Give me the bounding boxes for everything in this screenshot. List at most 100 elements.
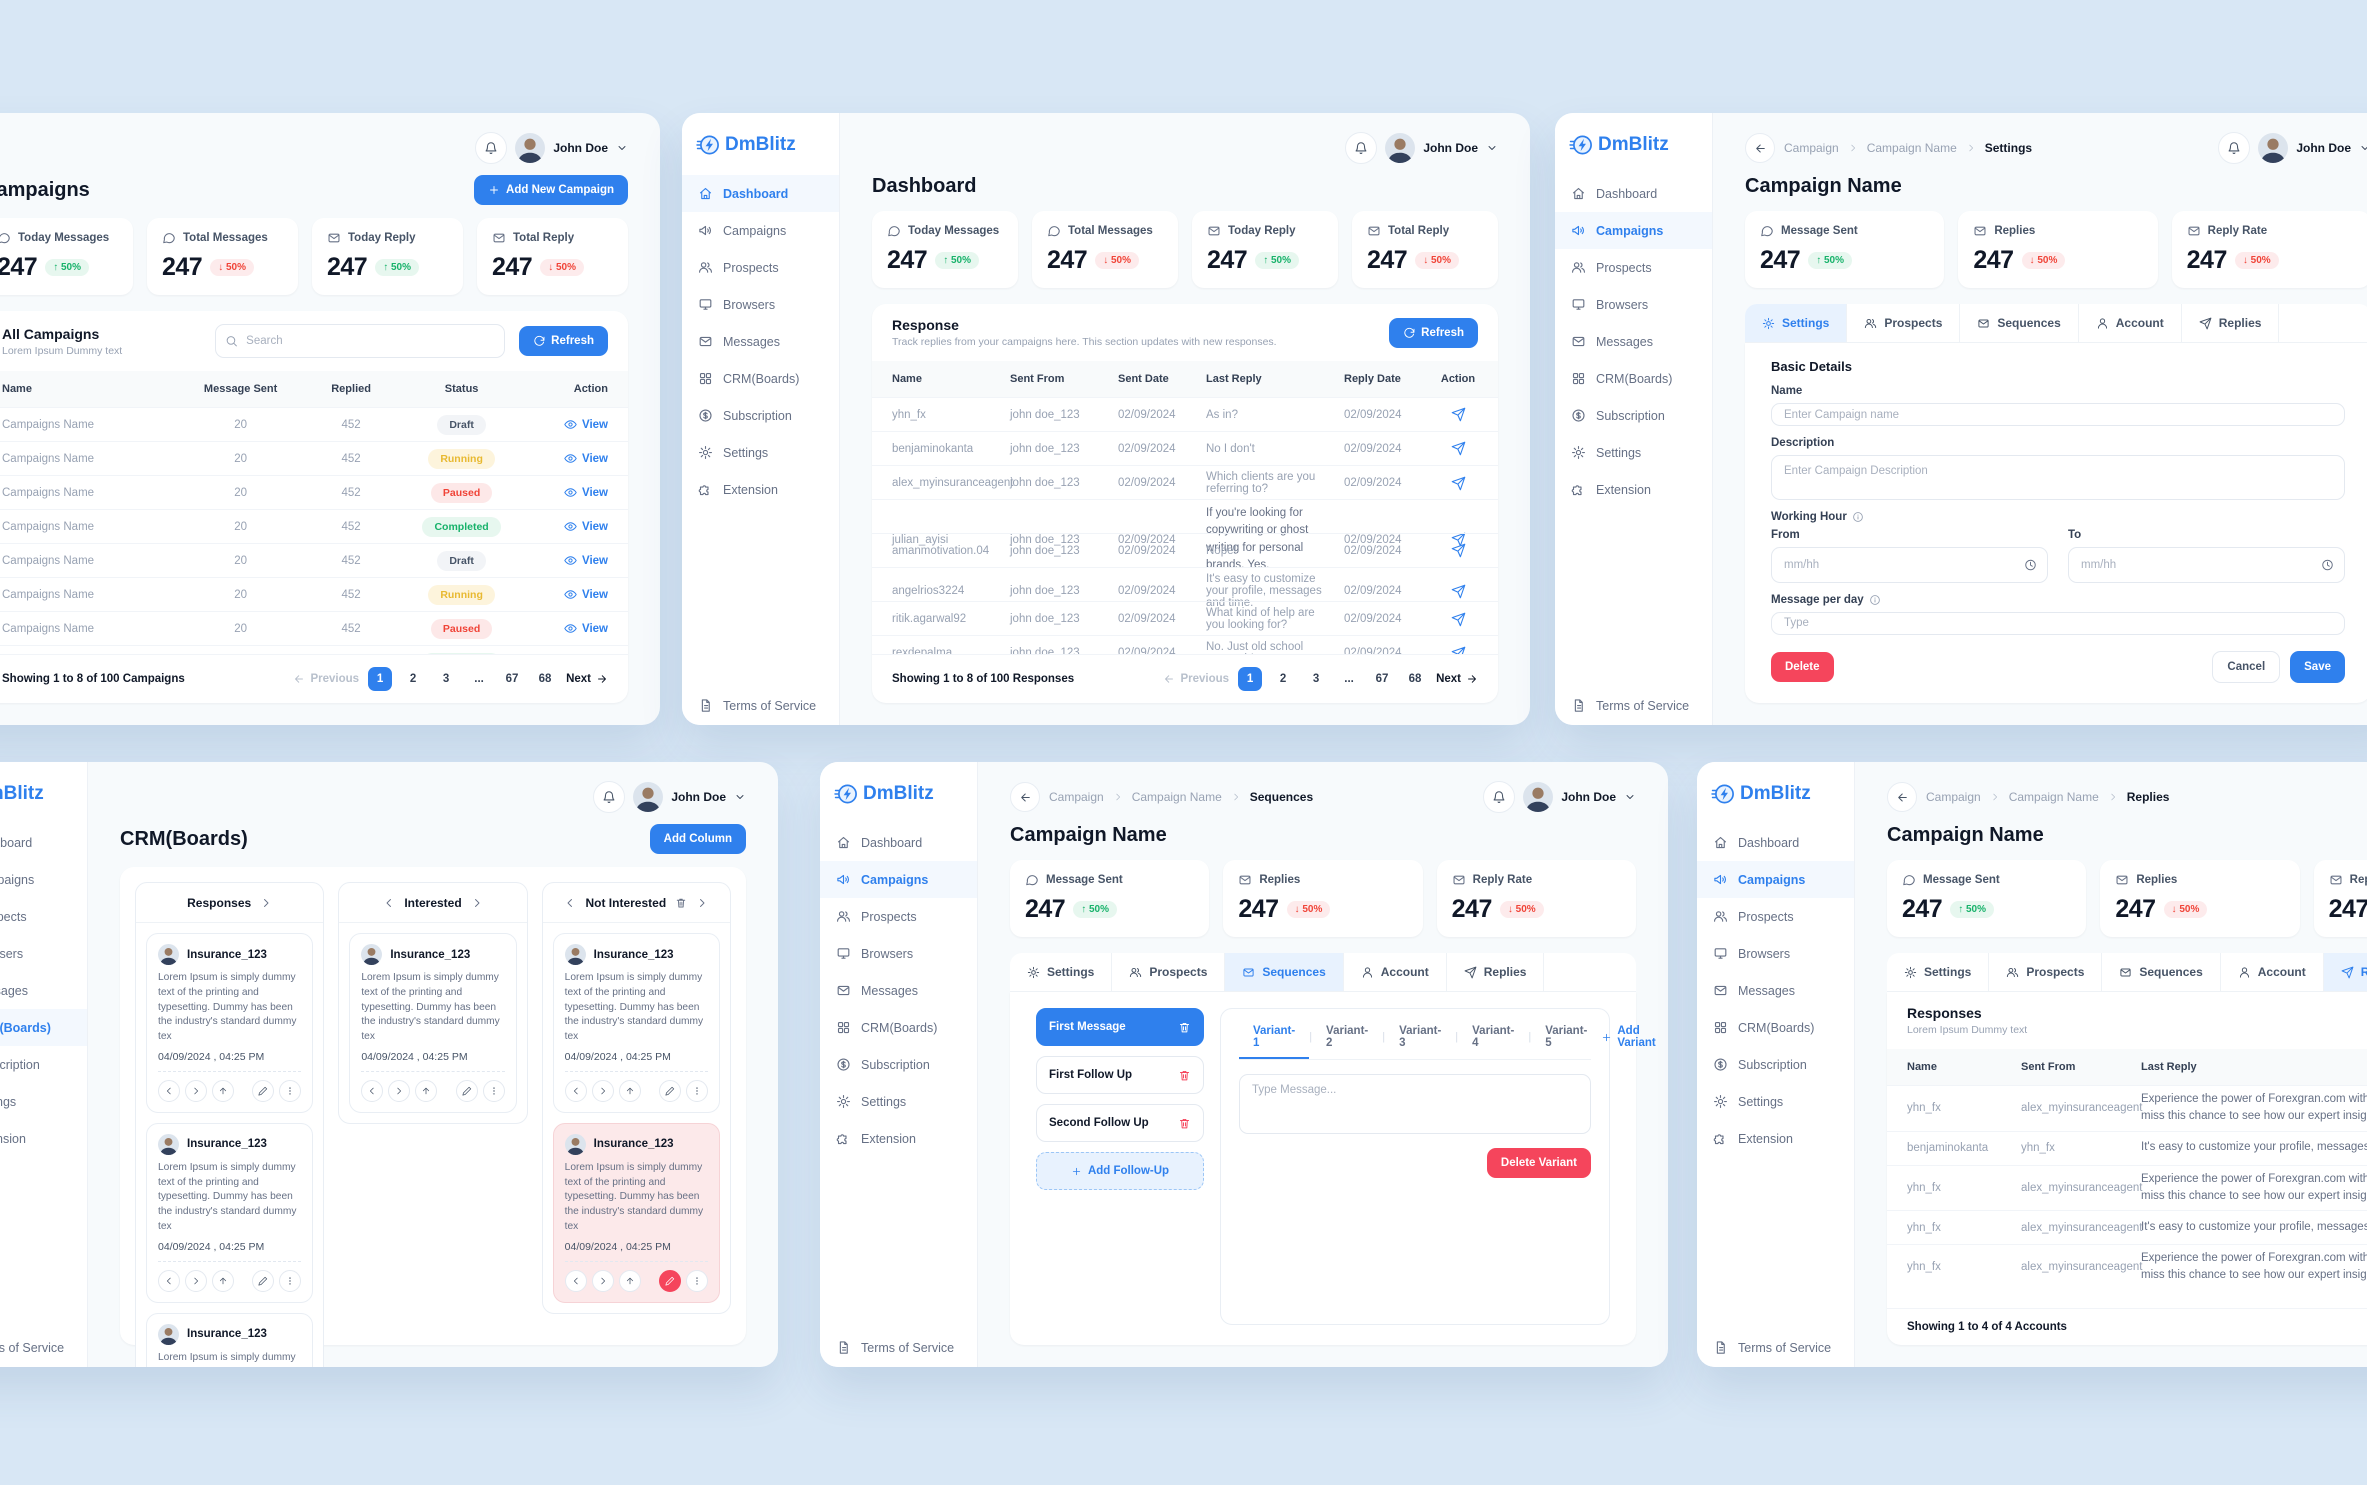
crm-card[interactable]: Insurance_123 Lorem Ipsum is simply dumm… — [146, 1312, 314, 1367]
move-left-button[interactable] — [361, 1079, 384, 1102]
sidebar-item-crm-boards[interactable]: CRM(Boards) — [1555, 360, 1712, 397]
more-button[interactable] — [685, 1079, 708, 1102]
sidebar-item-subscription[interactable]: Subscription — [0, 1057, 40, 1072]
move-up-button[interactable] — [415, 1079, 438, 1102]
page-button[interactable]: 1 — [368, 667, 393, 691]
from-time-input[interactable] — [1771, 546, 2048, 583]
sidebar-item-campaigns[interactable]: Campaigns — [1697, 861, 1854, 898]
move-up-button[interactable] — [212, 1269, 234, 1292]
tab-replies[interactable]: Replies — [2182, 304, 2280, 342]
table-row[interactable]: yhn_fx john doe_123 02/09/2024 As in? 02/09/… — [872, 397, 1498, 431]
chevron-left-icon[interactable] — [383, 897, 395, 909]
chevron-down-icon[interactable] — [616, 142, 628, 154]
chevron-right-icon[interactable] — [471, 897, 483, 909]
sidebar-item-campaigns[interactable]: Campaigns — [0, 872, 35, 887]
table-row[interactable]: yhn_fx alex_myinsuranceagent Experience th… — [1887, 1085, 2367, 1131]
sidebar-item-dashboard[interactable]: Dashboard — [0, 835, 33, 850]
move-left-button[interactable] — [158, 1269, 180, 1292]
sidebar-item-dashboard[interactable]: Dashboard — [682, 175, 839, 212]
sidebar-item-settings[interactable]: Settings — [1555, 434, 1712, 471]
avatar[interactable] — [1385, 133, 1415, 163]
move-right-button[interactable] — [591, 1269, 614, 1292]
previous-page-button[interactable]: Previous — [1163, 673, 1229, 685]
sidebar-item-messages[interactable]: Messages — [820, 972, 977, 1009]
tab-settings[interactable]: Settings — [1745, 304, 1848, 342]
page-button[interactable]: 2 — [409, 673, 417, 685]
add-follow-up-button[interactable]: Add Follow-Up — [1036, 1152, 1204, 1190]
breadcrumb-root[interactable]: Campaign — [1926, 790, 1981, 804]
back-button[interactable] — [1887, 782, 1917, 812]
tab-variant-3[interactable]: Variant-3 — [1399, 1025, 1442, 1049]
user-menu[interactable]: John Doe — [1345, 132, 1498, 164]
table-row[interactable]: Campaigns Name 20 452 Paused View — [0, 611, 628, 645]
add-column-button[interactable]: Add Column — [649, 824, 746, 854]
tab-account[interactable]: Account — [1344, 953, 1447, 991]
move-up-button[interactable] — [212, 1079, 234, 1102]
send-button[interactable] — [1438, 646, 1478, 655]
previous-page-button[interactable]: Previous — [293, 673, 359, 685]
sidebar-item-extension[interactable]: Extension — [1697, 1120, 1854, 1157]
avatar[interactable] — [1523, 782, 1553, 812]
tab-variant-4[interactable]: Variant-4 — [1472, 1025, 1515, 1049]
trash-icon[interactable] — [1178, 1117, 1191, 1130]
sidebar-item-browsers[interactable]: Browsers — [682, 286, 839, 323]
move-left-button[interactable] — [564, 1079, 587, 1102]
breadcrumb-root[interactable]: Campaign — [1049, 790, 1104, 804]
sidebar-item-crm-boards[interactable]: CRM(Boards) — [682, 360, 839, 397]
sidebar-item-browsers[interactable]: Browsers — [0, 946, 24, 961]
delete-button[interactable]: Delete — [1771, 652, 1834, 682]
refresh-button[interactable]: Refresh — [1389, 317, 1478, 348]
sidebar-item-terms[interactable]: Terms of Service — [820, 1329, 977, 1367]
tab-sequences[interactable]: Sequences — [1960, 304, 2079, 342]
view-link[interactable]: View — [526, 588, 608, 601]
sidebar-item-browsers[interactable]: Browsers — [820, 935, 977, 972]
edit-button[interactable] — [455, 1079, 478, 1102]
search-input[interactable] — [215, 324, 506, 358]
sidebar-item-prospects[interactable]: Prospects — [1555, 249, 1712, 286]
add-variant-button[interactable]: Add Variant — [1601, 1025, 1656, 1057]
tab-variant-5[interactable]: Variant-5 — [1545, 1025, 1588, 1049]
view-link[interactable]: View — [526, 520, 608, 533]
edit-button[interactable] — [658, 1079, 681, 1102]
tab-prospects[interactable]: Prospects — [1847, 304, 1961, 342]
campaign-description-input[interactable] — [1771, 455, 2345, 500]
more-button[interactable] — [279, 1079, 302, 1102]
trash-icon[interactable] — [1178, 1069, 1191, 1082]
crm-card-highlighted[interactable]: Insurance_123 Lorem Ipsum is simply dumm… — [552, 1122, 720, 1303]
page-button[interactable]: 3 — [442, 673, 450, 685]
tab-settings[interactable]: Settings — [1010, 953, 1113, 991]
sidebar-item-settings[interactable]: Settings — [1697, 1083, 1854, 1120]
more-button[interactable] — [279, 1269, 302, 1292]
view-link[interactable]: View — [526, 486, 608, 499]
user-menu[interactable]: John Doe — [475, 132, 628, 164]
tab-variant-1[interactable]: Variant-1 — [1239, 1023, 1309, 1059]
page-button[interactable]: 2 — [1279, 673, 1287, 685]
save-button[interactable]: Save — [2290, 651, 2345, 683]
page-button[interactable]: 1 — [1238, 667, 1263, 691]
send-button[interactable] — [1438, 543, 1478, 558]
table-row[interactable]: amanmotivation.04 john doe_123 02/09/2024 N… — [872, 533, 1498, 567]
chevron-down-icon[interactable] — [734, 791, 746, 803]
chevron-right-icon[interactable] — [696, 897, 708, 909]
move-up-button[interactable] — [618, 1079, 641, 1102]
chevron-right-icon[interactable] — [260, 897, 272, 909]
trash-icon[interactable] — [1178, 1021, 1191, 1034]
sidebar-item-campaigns[interactable]: Campaigns — [682, 212, 839, 249]
view-link[interactable]: View — [526, 622, 608, 635]
chevron-down-icon[interactable] — [2359, 142, 2367, 154]
to-time-input[interactable] — [2068, 546, 2345, 583]
send-button[interactable] — [1438, 407, 1478, 422]
tab-prospects[interactable]: Prospects — [1989, 953, 2103, 991]
breadcrumb-mid[interactable]: Campaign Name — [1866, 141, 1957, 155]
crm-card[interactable]: Insurance_123 Lorem Ipsum is simply dumm… — [349, 933, 517, 1113]
chevron-left-icon[interactable] — [564, 897, 576, 909]
next-page-button[interactable]: Next — [1436, 673, 1478, 685]
page-button[interactable]: 3 — [1312, 673, 1320, 685]
view-link[interactable]: View — [526, 418, 608, 431]
notifications-button[interactable] — [1345, 132, 1378, 164]
sidebar-item-messages[interactable]: Messages — [1555, 323, 1712, 360]
sidebar-item-subscription[interactable]: Subscription — [1555, 397, 1712, 434]
step-first-message[interactable]: First Message — [1036, 1008, 1204, 1046]
